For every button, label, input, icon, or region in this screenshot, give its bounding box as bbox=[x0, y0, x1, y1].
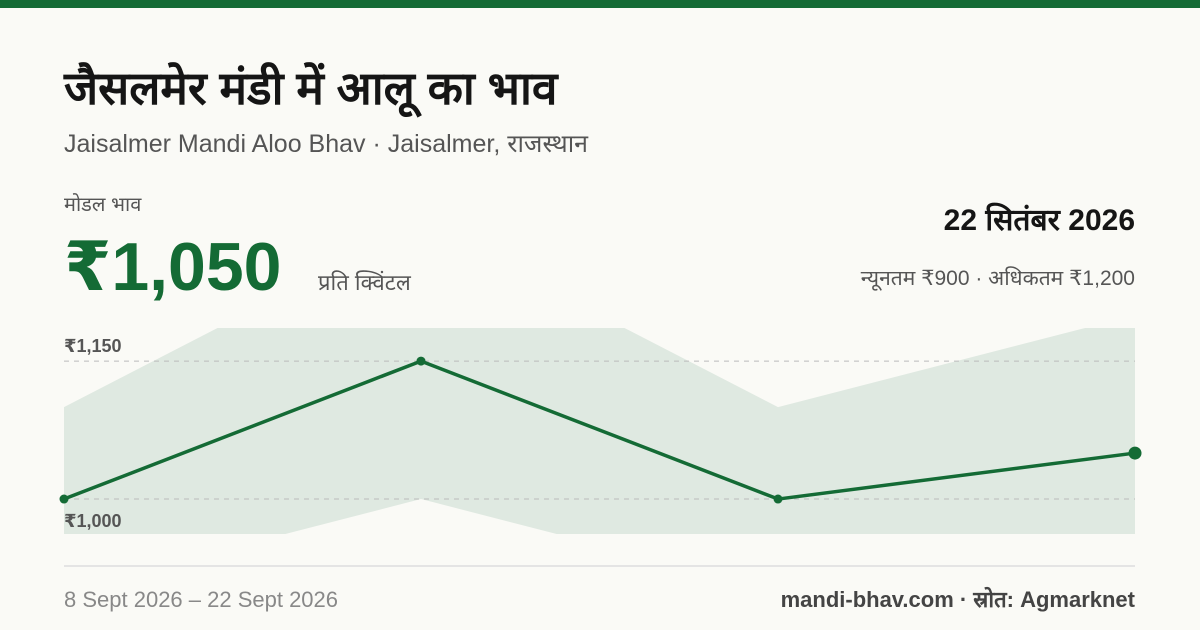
price-date: 22 सितंबर 2026 bbox=[944, 202, 1135, 237]
title: जैसलमेर मंडी में आलू का भाव bbox=[63, 62, 559, 118]
point bbox=[416, 356, 426, 366]
overlay: ₹1,000 ₹1,150 bbox=[59, 336, 1142, 531]
point bbox=[59, 494, 69, 504]
price-value: ₹1,050 bbox=[64, 229, 281, 305]
footer-source: mandi-bhav.com · स्रोत: Agmarknet bbox=[781, 586, 1136, 612]
price-range: न्यूनतम ₹900 · अधिकतम ₹1,200 bbox=[861, 266, 1135, 291]
price-unit: प्रति क्विंटल bbox=[318, 270, 412, 295]
price-label: मोडल भाव bbox=[64, 193, 142, 216]
y-tick-label: ₹1,000 bbox=[64, 511, 122, 531]
top-bar bbox=[0, 0, 1200, 8]
point bbox=[773, 494, 783, 504]
price-line bbox=[63, 359, 1136, 501]
point bbox=[1128, 446, 1142, 460]
y-tick-label: ₹1,150 bbox=[64, 336, 122, 356]
footer-period: 8 Sept 2026 – 22 Sept 2026 bbox=[64, 587, 338, 612]
subtitle: Jaisalmer Mandi Aloo Bhav · Jaisalmer, र… bbox=[64, 130, 589, 158]
